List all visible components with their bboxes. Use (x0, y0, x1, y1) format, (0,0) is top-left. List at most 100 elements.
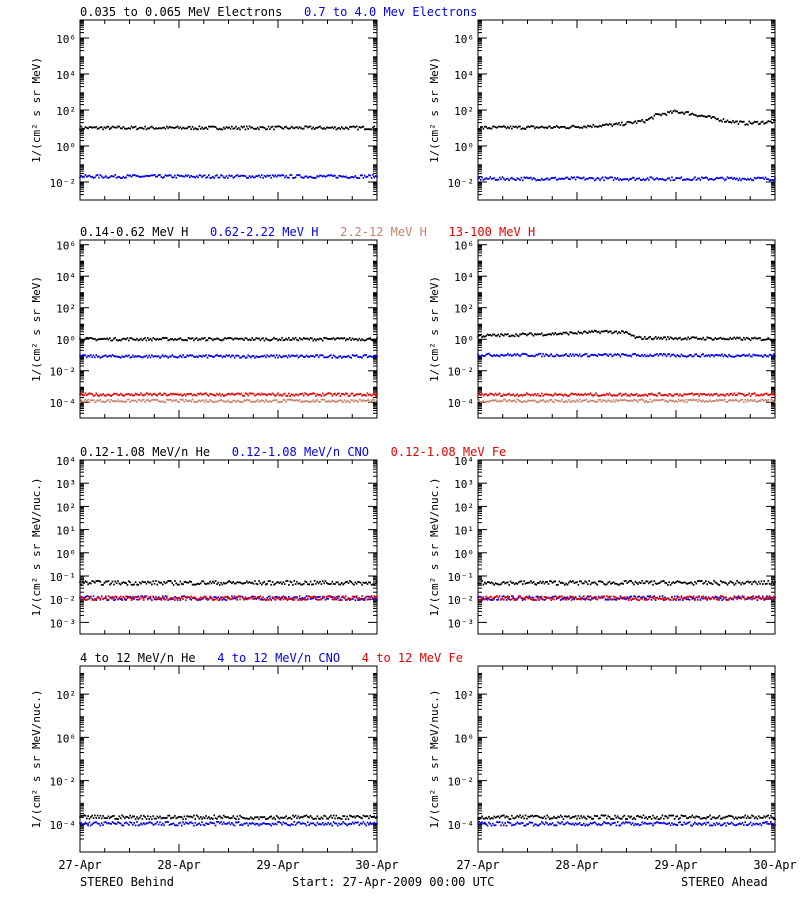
data-point (251, 595, 254, 598)
data-point (526, 126, 528, 129)
data-point (168, 598, 171, 600)
data-point (702, 115, 704, 118)
data-point (221, 598, 224, 601)
data-point (545, 353, 547, 356)
data-point (153, 597, 156, 599)
data-point (122, 175, 125, 178)
data-point (251, 597, 254, 600)
data-point (218, 392, 221, 395)
data-point (267, 599, 270, 601)
data-point (350, 392, 353, 395)
data-point (145, 595, 148, 598)
data-point (563, 401, 566, 403)
data-point (81, 580, 84, 583)
data-point (554, 398, 557, 401)
data-point (513, 335, 516, 338)
data-point (243, 582, 245, 584)
data-point (121, 355, 123, 358)
data-point (359, 399, 362, 401)
data-point (534, 177, 536, 180)
data-point (79, 176, 81, 179)
data-point (190, 580, 193, 583)
data-point (114, 392, 117, 395)
data-point (87, 354, 89, 357)
data-point (698, 394, 700, 397)
data-point (634, 120, 637, 123)
data-point (673, 595, 676, 598)
data-point (296, 174, 298, 176)
data-point (612, 393, 615, 396)
data-point (274, 596, 277, 598)
data-point (117, 399, 119, 401)
data-point (741, 581, 744, 584)
data-point (148, 127, 150, 130)
data-point (193, 583, 195, 586)
data-point (729, 399, 732, 402)
data-point (726, 583, 729, 586)
data-point (527, 354, 529, 357)
data-point (321, 128, 324, 130)
data-point (88, 392, 91, 395)
data-point (180, 356, 183, 358)
data-point (113, 126, 115, 129)
data-point (163, 597, 165, 600)
data-point (198, 598, 201, 601)
data-point (316, 393, 319, 396)
data-point (711, 354, 714, 356)
data-point (543, 400, 546, 403)
data-point (596, 583, 599, 586)
data-point (545, 581, 547, 583)
data-point (351, 337, 354, 340)
data-point (264, 583, 267, 586)
y-tick-label: 10⁴ (56, 69, 76, 82)
data-point (85, 175, 88, 178)
data-point (374, 339, 377, 342)
data-point (625, 579, 627, 582)
data-point (161, 595, 164, 598)
data-point (504, 596, 506, 599)
data-point (256, 393, 259, 396)
data-point (126, 337, 129, 340)
data-point (611, 355, 614, 358)
data-point (98, 176, 100, 179)
data-point (129, 401, 131, 403)
data-point (700, 338, 703, 341)
legend-entry: 0.7 to 4.0 Mev Electrons (282, 5, 477, 19)
data-point (757, 394, 760, 397)
data-point (136, 337, 138, 340)
data-point (534, 583, 536, 585)
data-point (623, 393, 626, 396)
data-point (279, 598, 282, 601)
data-point (585, 177, 588, 180)
data-point (151, 394, 153, 397)
data-point (606, 598, 608, 601)
data-point (477, 335, 479, 338)
data-point (288, 176, 290, 179)
data-point (317, 400, 320, 403)
data-point (695, 114, 698, 117)
data-point (551, 581, 554, 584)
data-point (117, 394, 119, 396)
data-point (210, 176, 213, 179)
data-point (294, 355, 297, 358)
data-point (353, 125, 355, 128)
data-point (353, 176, 355, 179)
data-point (749, 597, 752, 600)
data-point (290, 581, 293, 584)
data-point (669, 583, 672, 586)
data-point (568, 127, 570, 130)
data-point (498, 335, 501, 338)
data-point (715, 392, 718, 395)
data-point (607, 399, 609, 401)
data-point (637, 336, 639, 339)
series-0-62-2-22-mev-h (79, 354, 378, 359)
data-point (672, 581, 675, 584)
data-point (524, 394, 527, 396)
data-point (274, 394, 277, 397)
data-point (728, 338, 730, 341)
data-point (233, 399, 236, 402)
data-point (254, 338, 256, 341)
data-point (722, 337, 725, 340)
data-point (696, 177, 699, 180)
data-point (603, 124, 605, 126)
